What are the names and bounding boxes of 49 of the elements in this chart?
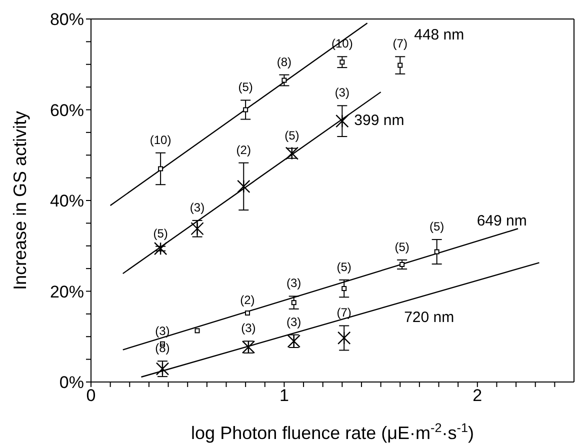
point (291, 300, 296, 306)
annotation: (8) (155, 341, 170, 356)
point (398, 62, 403, 68)
point (342, 286, 347, 292)
point (282, 78, 287, 83)
annotation: (3) (155, 324, 170, 338)
annotation: (5) (284, 128, 300, 142)
annotation: (5) (153, 226, 168, 240)
annotation: (3) (241, 321, 256, 336)
x-axis-title: log Photon fluence rate (μE·m$^{-2}$·s$^{-1}$) (191, 421, 474, 443)
y-tick-label: 80% (50, 10, 84, 30)
point (244, 310, 250, 316)
point (434, 249, 440, 254)
y-tick-label: 60% (50, 100, 84, 120)
point (158, 166, 164, 172)
point (340, 60, 345, 65)
y-tick-label: 20% (50, 282, 84, 302)
series-label: 399 nm (354, 112, 404, 130)
x-tick-label: 1 (279, 386, 289, 406)
point (237, 180, 250, 194)
y-axis-title: Increase in GS activity (10, 110, 30, 290)
point (190, 222, 204, 236)
annotation: (3) (190, 200, 205, 214)
annotation: (5) (429, 219, 444, 234)
x-tick-label: 0 (86, 386, 96, 406)
text: 720 nm (404, 308, 454, 326)
annotation: (3) (334, 86, 350, 100)
y-tick-label: 0% (59, 373, 84, 392)
annotation: (5) (336, 260, 352, 274)
annotation: (7) (336, 306, 352, 320)
annotation: (5) (238, 80, 253, 94)
point (337, 331, 351, 345)
point (243, 107, 248, 112)
point (194, 328, 200, 334)
annotation: (10) (150, 132, 172, 147)
annotation: (5) (394, 240, 410, 254)
annotation: (3) (286, 276, 302, 290)
point (154, 242, 168, 256)
annotation: (7) (392, 36, 408, 51)
annotation: (2) (240, 293, 255, 308)
series-label: 448 nm (414, 26, 464, 44)
annotation: (8) (276, 54, 292, 69)
y-tick-label: 40% (50, 192, 84, 211)
x-tick-label: 2 (472, 386, 482, 406)
annotation: (3) (286, 314, 302, 329)
text: 649 nm (476, 212, 527, 230)
point (336, 114, 349, 128)
point (400, 262, 405, 267)
annotation: (2) (236, 142, 251, 157)
